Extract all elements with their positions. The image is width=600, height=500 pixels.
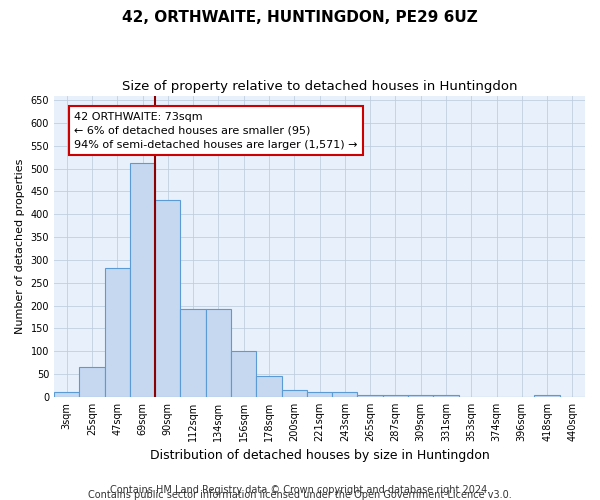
- Text: 42, ORTHWAITE, HUNTINGDON, PE29 6UZ: 42, ORTHWAITE, HUNTINGDON, PE29 6UZ: [122, 10, 478, 25]
- Bar: [383, 395, 408, 397]
- Bar: [155, 200, 181, 397]
- Bar: [408, 394, 433, 397]
- Bar: [54, 392, 79, 397]
- Bar: [181, 310, 206, 397]
- Y-axis label: Number of detached properties: Number of detached properties: [15, 158, 25, 334]
- Bar: [231, 352, 256, 397]
- Bar: [79, 367, 104, 397]
- Text: 42 ORTHWAITE: 73sqm
← 6% of detached houses are smaller (95)
94% of semi-detache: 42 ORTHWAITE: 73sqm ← 6% of detached hou…: [74, 112, 358, 150]
- Bar: [206, 310, 231, 397]
- Bar: [104, 268, 130, 397]
- Bar: [535, 395, 560, 397]
- Bar: [332, 392, 358, 397]
- Bar: [307, 392, 332, 397]
- Text: Contains HM Land Registry data © Crown copyright and database right 2024.: Contains HM Land Registry data © Crown c…: [110, 485, 490, 495]
- Bar: [256, 376, 281, 397]
- Title: Size of property relative to detached houses in Huntingdon: Size of property relative to detached ho…: [122, 80, 517, 93]
- Bar: [358, 395, 383, 397]
- X-axis label: Distribution of detached houses by size in Huntingdon: Distribution of detached houses by size …: [149, 450, 490, 462]
- Text: Contains public sector information licensed under the Open Government Licence v3: Contains public sector information licen…: [88, 490, 512, 500]
- Bar: [281, 390, 307, 397]
- Bar: [433, 394, 458, 397]
- Bar: [130, 163, 155, 397]
